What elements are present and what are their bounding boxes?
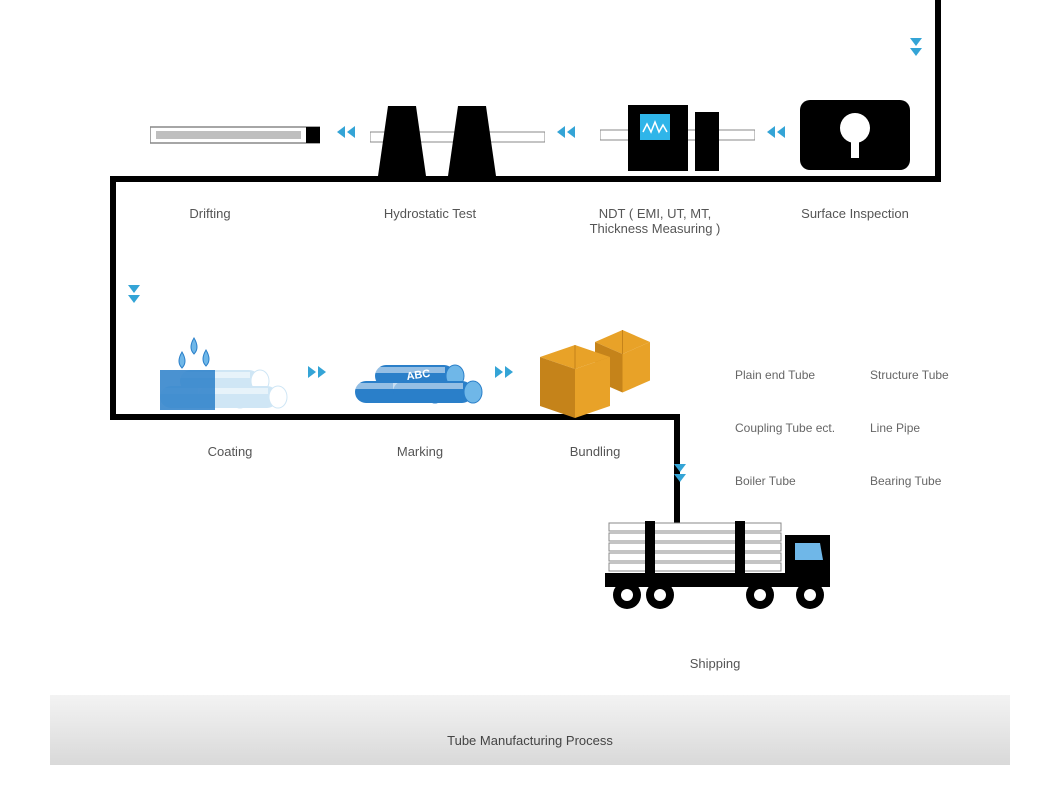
hydrostatic-icon: [370, 96, 545, 176]
page-title: Tube Manufacturing Process: [50, 695, 1010, 765]
flow-line-0: [110, 176, 940, 182]
arrow-left: [333, 122, 357, 146]
product-type-2: Coupling Tube ect.: [735, 421, 835, 435]
arrow-down: [124, 283, 148, 307]
product-type-3: Line Pipe: [870, 421, 920, 435]
flow-line-1: [935, 0, 941, 182]
ndt-label: NDT ( EMI, UT, MT, Thickness Measuring ): [590, 206, 721, 236]
coating-label: Coating: [208, 444, 253, 459]
hydrostatic-label: Hydrostatic Test: [384, 206, 476, 221]
arrow-down: [906, 36, 930, 60]
bundling-label: Bundling: [570, 444, 621, 459]
ndt-icon: [600, 100, 755, 176]
arrow-left: [763, 122, 787, 146]
bundling-icon: [540, 330, 670, 420]
arrow-down: [670, 462, 694, 486]
product-type-4: Boiler Tube: [735, 474, 796, 488]
product-type-5: Bearing Tube: [870, 474, 941, 488]
coating-icon: [160, 330, 300, 420]
shipping-label: Shipping: [690, 656, 741, 671]
arrow-left: [553, 122, 577, 146]
arrow-right: [493, 362, 517, 386]
product-type-0: Plain end Tube: [735, 368, 815, 382]
arrow-right: [306, 362, 330, 386]
marking-icon: ABC: [355, 345, 495, 425]
product-type-1: Structure Tube: [870, 368, 949, 382]
marking-label: Marking: [397, 444, 443, 459]
flow-line-2: [110, 176, 116, 416]
drifting-icon: [150, 125, 320, 145]
shipping-truck-icon: [605, 515, 855, 615]
surface-inspection-icon: [800, 100, 910, 170]
surface-inspection-label: Surface Inspection: [801, 206, 909, 221]
drifting-label: Drifting: [189, 206, 230, 221]
